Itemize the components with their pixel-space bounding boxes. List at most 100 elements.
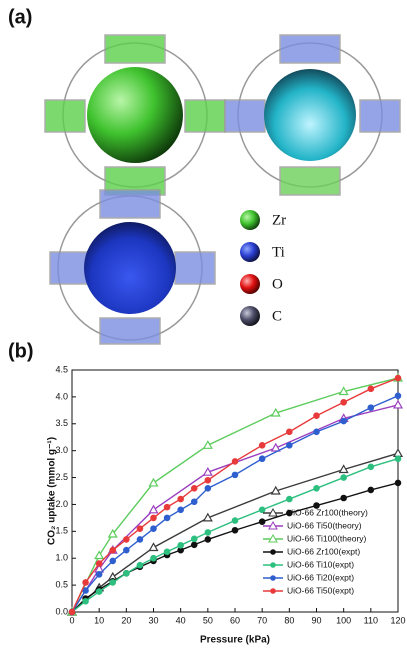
marker [124,570,130,576]
x-tick-label: 10 [94,615,104,625]
marker [259,456,265,462]
marker [83,588,89,594]
marker [95,552,103,559]
marker [151,515,157,521]
marker [191,542,197,548]
x-axis-label: Pressure (kPa) [200,635,270,646]
marker [205,530,211,536]
marker [232,518,238,524]
marker [178,496,184,502]
marker [205,537,211,543]
structure-zr [45,35,225,195]
x-tick-label: 80 [284,615,294,625]
legend-marker [270,549,276,555]
marker [151,555,157,561]
marker [205,486,211,492]
legend-label: UiO-66 Zr100(theory) [287,507,368,517]
legend-label: UiO-66 Zr100(expt) [287,546,360,556]
marker [137,537,143,543]
marker [150,543,158,550]
marker [110,547,116,553]
panel-label: (a) [8,6,32,28]
marker [178,507,184,513]
marker [164,549,170,555]
marker [96,561,102,567]
marker [232,527,238,533]
marker [395,375,401,381]
x-tick-label: 90 [311,615,321,625]
marker [287,496,293,502]
marker [191,499,197,505]
marker [368,386,374,392]
marker [259,519,265,525]
marker [69,609,75,615]
x-tick-label: 110 [364,615,378,625]
marker [259,442,265,448]
y-tick-label: 2.5 [55,472,68,482]
marker [124,537,130,543]
y-tick-label: 3.0 [55,445,68,455]
legend-marker [270,562,276,568]
marker [314,429,320,435]
atom-label: C [272,308,282,324]
marker [395,480,401,486]
marker [232,472,238,478]
marker [287,442,293,448]
marker [110,580,116,586]
x-tick-label: 100 [336,615,351,625]
marker [341,399,347,405]
marker [395,456,401,462]
y-tick-label: 1.0 [55,553,68,563]
marker [83,598,89,604]
marker [204,441,212,448]
marker [96,572,102,578]
x-tick-label: 0 [69,615,74,625]
panel-label: (b) [8,340,34,362]
structure-ti [50,190,215,344]
x-tick-label: 30 [148,615,158,625]
marker [150,479,158,486]
marker [83,580,89,586]
figure: (a) Zr Ti O C (b) Pressure (kPa) CO₂ upt… [0,0,407,652]
marker [110,558,116,564]
marker [124,547,130,553]
y-tick-label: 0.0 [55,606,68,616]
marker [164,504,170,510]
marker [314,486,320,492]
marker [368,405,374,411]
y-tick-label: 0.5 [55,579,68,589]
atom-legend: Zr Ti O C [240,210,286,326]
y-tick-label: 1.5 [55,526,68,536]
legend-marker [270,588,276,594]
legend-marker [270,575,276,581]
legend-label: UiO-66 Ti50(expt) [287,585,354,595]
marker [259,507,265,513]
marker [341,418,347,424]
marker [150,506,158,513]
legend-label: UiO-66 Ti100(theory) [287,533,367,543]
marker [394,401,402,408]
marker [341,495,347,501]
marker [394,449,402,456]
marker [395,393,401,399]
atom-label: O [272,276,283,292]
marker [368,487,374,493]
x-tick-label: 60 [230,615,240,625]
y-tick-label: 4.5 [55,364,68,374]
marker [151,526,157,532]
y-tick-label: 2.0 [55,499,68,509]
marker [137,526,143,532]
marker [232,459,238,465]
y-tick-label: 4.0 [55,391,68,401]
marker [137,562,143,568]
structure-mixed [225,35,400,195]
atom-label: Zr [272,212,286,228]
legend-label: UiO-66 Ti50(theory) [287,520,362,530]
x-tick-label: 70 [257,615,267,625]
marker [191,536,197,542]
marker [178,543,184,549]
x-tick-label: 40 [176,615,186,625]
marker [164,515,170,521]
marker [368,464,374,470]
x-tick-label: 20 [121,615,131,625]
